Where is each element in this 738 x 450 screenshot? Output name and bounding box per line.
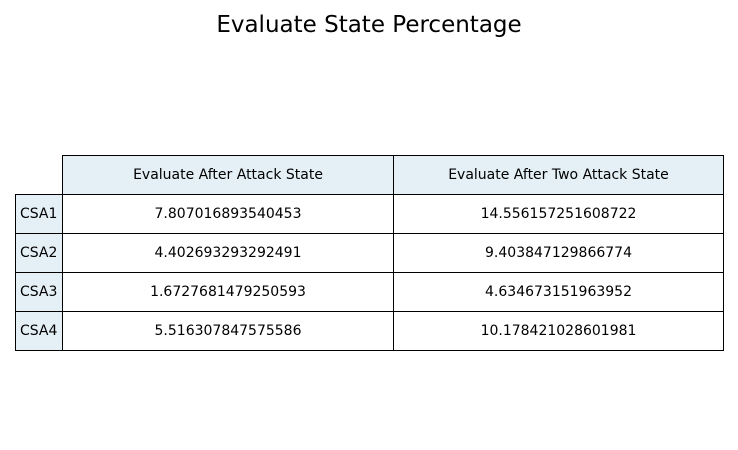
data-table: Evaluate After Attack State Evaluate Aft… <box>15 155 724 351</box>
table-corner <box>16 156 63 195</box>
table-cell: 9.403847129866774 <box>393 233 724 273</box>
table-cell: 7.807016893540453 <box>62 194 394 234</box>
row-header: CSA1 <box>15 194 63 234</box>
header-row: Evaluate After Attack State Evaluate Aft… <box>16 155 724 195</box>
row-header: CSA3 <box>15 272 63 312</box>
table-row: CSA4 5.516307847575586 10.17842102860198… <box>15 311 724 351</box>
row-header: CSA4 <box>15 311 63 351</box>
table-cell: 14.556157251608722 <box>393 194 724 234</box>
table-row: CSA1 7.807016893540453 14.55615725160872… <box>15 194 724 234</box>
table-cell: 4.634673151963952 <box>393 272 724 312</box>
table-row: CSA2 4.402693293292491 9.403847129866774 <box>15 233 724 273</box>
table-cell: 4.402693293292491 <box>62 233 394 273</box>
table-cell: 10.178421028601981 <box>393 311 724 351</box>
column-header-after-attack: Evaluate After Attack State <box>62 155 394 195</box>
column-header-after-two-attack: Evaluate After Two Attack State <box>393 155 724 195</box>
row-header: CSA2 <box>15 233 63 273</box>
table-row: CSA3 1.6727681479250593 4.63467315196395… <box>15 272 724 312</box>
chart-title: Evaluate State Percentage <box>216 12 522 38</box>
table-cell: 1.6727681479250593 <box>62 272 394 312</box>
table-cell: 5.516307847575586 <box>62 311 394 351</box>
